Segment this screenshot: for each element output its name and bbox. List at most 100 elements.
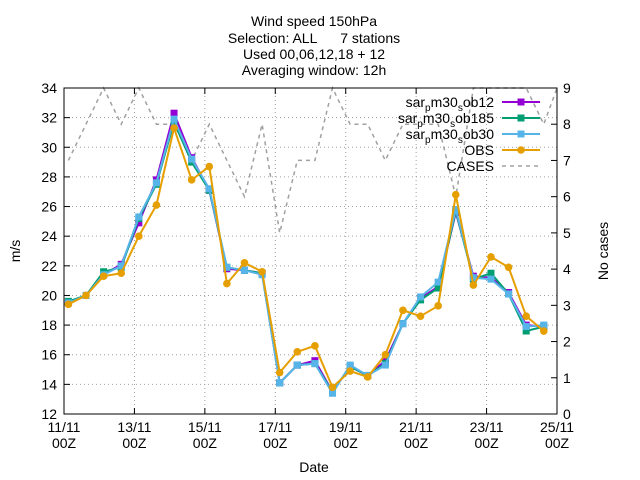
data-point xyxy=(135,219,143,227)
data-point xyxy=(469,274,477,282)
x-tick-sublabel: 00Z xyxy=(475,435,500,451)
data-point xyxy=(452,206,460,214)
y2-tick-label: 2 xyxy=(563,334,571,350)
data-point xyxy=(275,368,284,377)
data-point xyxy=(417,293,425,301)
legend-label: OBS xyxy=(464,142,494,158)
data-point xyxy=(487,269,495,277)
y-tick-label: 34 xyxy=(41,80,57,96)
x-tick-label: 11/11 xyxy=(48,419,81,435)
data-point xyxy=(451,190,460,199)
x-tick-label: 19/11 xyxy=(329,419,363,435)
series-line xyxy=(67,85,558,234)
data-point xyxy=(346,361,354,369)
x-tick-sublabel: 00Z xyxy=(334,435,359,451)
data-point xyxy=(223,279,231,288)
x-tick-sublabel: 00Z xyxy=(545,435,570,451)
data-point xyxy=(152,201,161,209)
data-point xyxy=(399,306,407,315)
y2-tick-label: 0 xyxy=(563,406,571,422)
x-tick-sublabel: 00Z xyxy=(122,435,147,451)
data-point xyxy=(170,124,178,132)
data-point xyxy=(487,253,495,261)
series-layer xyxy=(64,85,558,397)
data-point xyxy=(205,185,213,193)
data-point xyxy=(135,232,143,240)
data-point xyxy=(381,361,389,369)
legend-item: CASES xyxy=(447,158,540,174)
title-line-3: Used 00,06,12,18 + 12 xyxy=(243,46,385,62)
x-axis-label: Date xyxy=(299,459,329,475)
series-line xyxy=(67,124,545,390)
legend-item: OBS xyxy=(464,142,540,158)
title-line-4: Averaging window: 12h xyxy=(242,62,387,78)
data-point xyxy=(170,115,178,123)
y2-tick-label: 5 xyxy=(563,225,571,241)
y2-tick-label: 3 xyxy=(563,297,571,313)
chart-title: Wind speed 150hPa Selection: ALL 7 stati… xyxy=(228,13,400,78)
series-OBS xyxy=(64,124,548,392)
y-tick-label: 26 xyxy=(41,199,57,215)
data-point xyxy=(293,361,301,369)
x-tick-label: 21/11 xyxy=(399,419,433,435)
data-point xyxy=(64,300,73,309)
data-point xyxy=(311,342,319,350)
data-point xyxy=(117,269,126,278)
legend-item: sarpm30sob30 xyxy=(406,126,540,146)
x-tick-label: 15/11 xyxy=(188,419,222,435)
y-tick-label: 28 xyxy=(41,169,57,185)
data-point xyxy=(135,213,143,221)
legend: sarpm30sob12sarpm30sob185sarpm30sob30OBS… xyxy=(398,94,540,174)
x-tick-sublabel: 00Z xyxy=(52,435,77,451)
axis-ticks: 121416182022242628303234012345678911/110… xyxy=(41,80,574,451)
y-tick-label: 24 xyxy=(41,228,57,244)
data-point xyxy=(346,367,354,375)
x-tick-label: 17/11 xyxy=(258,419,292,435)
legend-label: CASES xyxy=(447,158,494,174)
data-point xyxy=(187,176,196,184)
data-point xyxy=(539,327,548,335)
data-point xyxy=(258,267,266,276)
x-tick-label: 13/11 xyxy=(117,419,151,435)
data-point xyxy=(505,290,513,298)
data-point xyxy=(399,320,407,328)
data-point xyxy=(434,284,442,292)
data-point xyxy=(504,263,513,272)
y-tick-label: 18 xyxy=(41,317,57,333)
data-point xyxy=(434,302,442,310)
x-tick-label: 23/11 xyxy=(470,419,504,435)
data-point xyxy=(152,179,160,187)
legend-marker xyxy=(517,130,525,138)
y-tick-label: 16 xyxy=(41,347,57,363)
y2-tick-label: 7 xyxy=(563,152,571,168)
legend-marker xyxy=(517,146,525,154)
data-point xyxy=(522,312,530,321)
plot-frame xyxy=(63,87,558,415)
data-point xyxy=(240,266,248,274)
legend-item: sarpm30sob12 xyxy=(406,94,540,114)
data-point xyxy=(293,347,302,356)
y-tick-label: 20 xyxy=(41,287,57,303)
data-point xyxy=(540,321,548,329)
title-line-2: Selection: ALL 7 stations xyxy=(228,30,400,46)
x-tick-sublabel: 00Z xyxy=(193,435,218,451)
legend-label: sarpm30sob185 xyxy=(398,110,494,130)
data-point xyxy=(522,327,530,335)
y2-tick-label: 1 xyxy=(563,370,571,386)
legend-marker xyxy=(517,114,525,122)
data-point xyxy=(117,262,125,270)
x-tick-sublabel: 00Z xyxy=(404,435,429,451)
data-point xyxy=(223,263,231,271)
data-point xyxy=(363,373,372,381)
y2-axis-label: No cases xyxy=(595,222,611,280)
y-tick-label: 14 xyxy=(41,376,57,392)
data-point xyxy=(329,389,337,397)
y-tick-label: 12 xyxy=(41,406,57,422)
y2-tick-label: 9 xyxy=(563,80,571,96)
data-point xyxy=(434,278,442,286)
data-point xyxy=(416,312,425,321)
title-line-1: Wind speed 150hPa xyxy=(251,13,377,29)
legend-marker xyxy=(517,98,525,106)
series-CASES xyxy=(67,85,558,234)
